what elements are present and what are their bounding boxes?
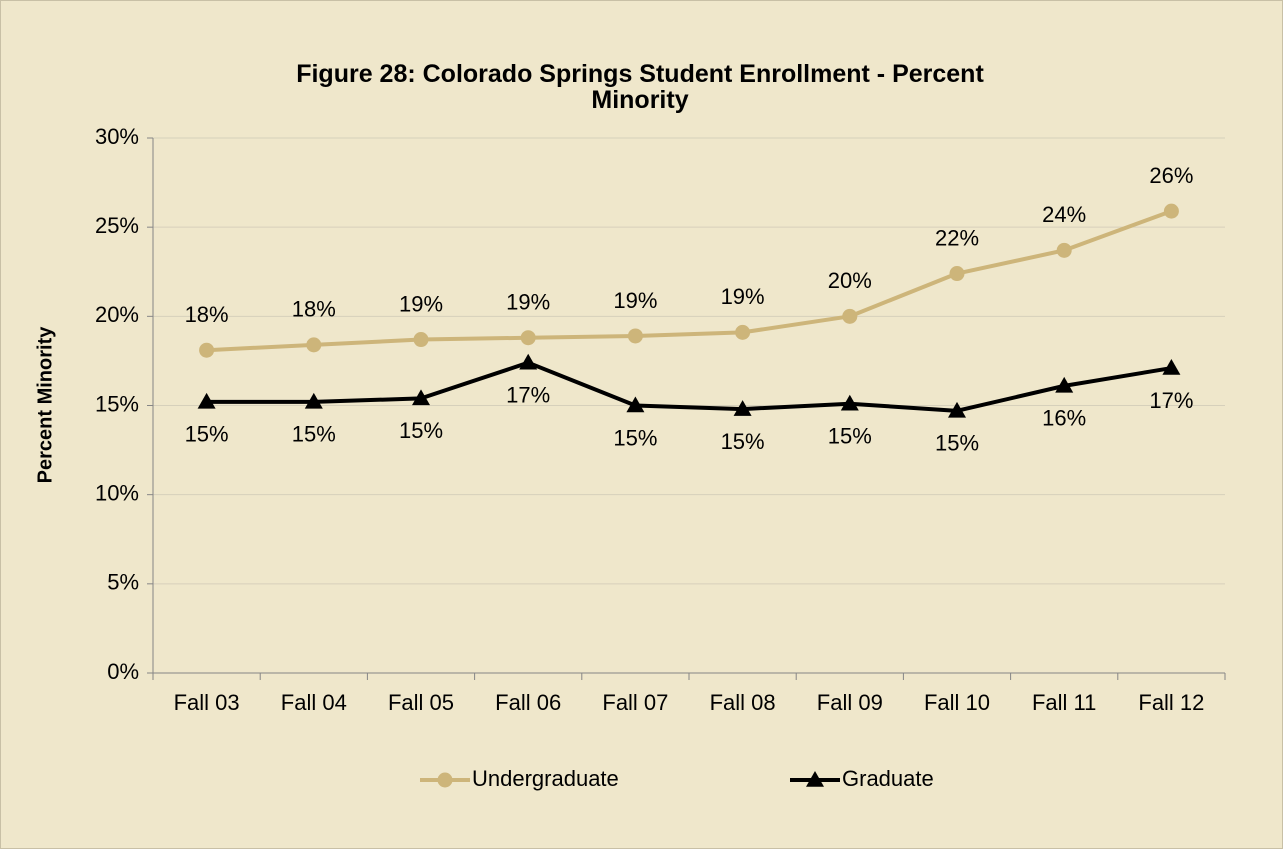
- data-label: 15%: [935, 431, 979, 456]
- x-tick-label: Fall 04: [281, 690, 347, 715]
- data-label: 15%: [721, 429, 765, 454]
- data-label: 18%: [292, 297, 336, 322]
- data-label: 19%: [721, 284, 765, 309]
- data-label: 17%: [506, 383, 550, 408]
- data-point: [1056, 242, 1072, 258]
- data-label: 15%: [613, 425, 657, 450]
- data-point: [413, 332, 429, 348]
- data-point: [199, 342, 215, 358]
- data-label: 15%: [828, 424, 872, 449]
- y-tick-label: 30%: [95, 124, 139, 149]
- x-tick-label: Fall 06: [495, 690, 561, 715]
- y-tick-label: 5%: [107, 570, 139, 595]
- data-point: [520, 330, 536, 346]
- data-point: [626, 396, 645, 413]
- data-label: 19%: [613, 288, 657, 313]
- x-tick-label: Fall 07: [602, 690, 668, 715]
- y-tick-label: 20%: [95, 302, 139, 327]
- data-label: 22%: [935, 225, 979, 250]
- data-point: [840, 394, 859, 411]
- data-point: [197, 392, 216, 409]
- data-point: [842, 308, 858, 324]
- x-tick-label: Fall 03: [174, 690, 240, 715]
- data-label: 24%: [1042, 202, 1086, 227]
- x-tick-label: Fall 12: [1138, 690, 1204, 715]
- data-point: [304, 392, 323, 409]
- data-label: 15%: [185, 422, 229, 447]
- legend-marker: [437, 772, 453, 788]
- data-label: 20%: [828, 268, 872, 293]
- data-point: [735, 324, 751, 340]
- legend-label: Undergraduate: [472, 766, 619, 791]
- data-label: 16%: [1042, 406, 1086, 431]
- y-axis-title: Percent Minority: [34, 326, 56, 484]
- data-label: 17%: [1149, 388, 1193, 413]
- x-tick-label: Fall 05: [388, 690, 454, 715]
- data-point: [733, 400, 752, 416]
- data-point: [519, 353, 538, 370]
- data-label: 19%: [399, 291, 443, 316]
- x-tick-label: Fall 09: [817, 690, 883, 715]
- y-tick-label: 0%: [107, 659, 139, 684]
- data-label: 15%: [292, 422, 336, 447]
- legend-label: Graduate: [842, 766, 934, 791]
- data-label: 15%: [399, 418, 443, 443]
- data-point: [412, 389, 430, 406]
- series-line: [206, 360, 1172, 413]
- data-label: 18%: [185, 302, 229, 327]
- data-point: [948, 401, 966, 418]
- data-label: 19%: [506, 290, 550, 315]
- x-tick-label: Fall 08: [710, 690, 776, 715]
- y-tick-label: 10%: [95, 480, 139, 505]
- data-point: [306, 337, 322, 353]
- x-tick-label: Fall 11: [1032, 690, 1096, 715]
- data-point: [949, 266, 965, 282]
- series-line: [206, 209, 1173, 353]
- data-point: [1162, 359, 1181, 375]
- data-label: 26%: [1149, 163, 1193, 188]
- data-point: [1055, 376, 1074, 393]
- legend-marker: [806, 771, 824, 787]
- x-tick-label: Fall 10: [924, 690, 990, 715]
- y-tick-label: 25%: [95, 213, 139, 238]
- data-point: [627, 328, 643, 344]
- y-tick-label: 15%: [95, 391, 139, 416]
- data-point: [1163, 203, 1179, 219]
- chart-title: Figure 28: Colorado Springs Student Enro…: [296, 60, 984, 114]
